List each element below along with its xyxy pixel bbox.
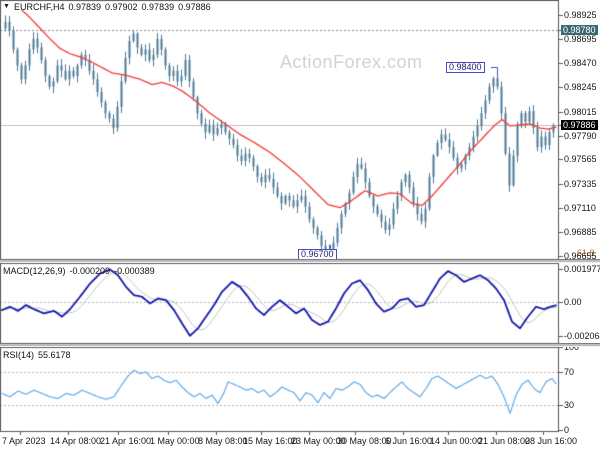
macd-signal-value: -0.000389 [114,266,155,276]
price-tick-label: 0.96885 [564,226,597,237]
price-tick-label: 0.97110 [564,202,596,213]
time-tick-label: 21 Apr 16:00 [100,436,152,446]
price-tick-label: 0.98925 [564,10,597,20]
price-tick-label: 0.98780 [561,25,598,36]
time-tick-label: 6 Jun 16:00 [385,436,433,446]
rsi-tick-label: 70 [564,366,575,377]
symbol-dropdown-icon[interactable]: ▼ [3,3,10,10]
macd-tick-label: 0.00 [564,296,582,307]
macd-indicator-label: MACD(12,26,9) -0.000209 -0.000389 [3,266,159,276]
rsi-tick-label: 100 [564,342,580,352]
rsi-value: 55.6178 [38,350,71,360]
time-tick-label: 8 May 08:00 [198,436,248,446]
macd-tick-label: -0.002064 [564,331,600,341]
panel-separator-macd[interactable] [0,259,600,263]
price-tick-label: 0.97335 [564,178,597,189]
time-tick-label: 7 Apr 2023 [2,436,46,446]
time-tick-label: 14 Jun 00:00 [430,436,483,446]
macd-name: MACD(12,26,9) [3,266,66,276]
ohlc-open: 0.97839 [68,2,101,12]
price-tick-label: 0.97790 [564,130,597,141]
time-tick-label: 30 May 08:00 [337,436,392,446]
watermark: ActionForex.com [280,52,423,72]
rsi-indicator-label: RSI(14) 55.6178 [3,350,75,360]
symbol-label: EURCHF,H4 [13,2,65,12]
panel-separator-rsi[interactable] [0,343,600,347]
ohlc-low: 0.97839 [141,2,175,12]
rsi-tick-label: 0 [564,425,570,435]
chart-title: ▼ EURCHF,H4 0.97839 0.97902 0.97839 0.97… [3,2,211,12]
fib-level-label: 61.8 [577,248,595,258]
rsi-name: RSI(14) [3,350,35,360]
price-tick-label: 0.98470 [564,58,597,69]
time-tick-label: 1 May 00:00 [150,436,200,446]
price-tick-label: 0.98245 [564,82,597,93]
macd-value: -0.000209 [69,266,111,276]
time-tick-label: 15 May 16:00 [243,436,298,446]
price-tick-label: 0.98695 [564,34,597,45]
time-tick-label: 21 Jun 08:00 [478,436,531,446]
time-tick-label: 14 Apr 08:00 [50,436,102,446]
price-tick-label: 0.97565 [564,154,597,165]
price-tick-label: 0.97886 [561,120,598,131]
time-tick-label: 23 May 00:00 [291,436,346,446]
macd-tick-label: 0.001977 [564,264,600,274]
ohlc-close: 0.97886 [178,2,211,12]
price-tick-label: 0.96655 [564,251,597,261]
time-tick-label: 28 Jun 16:00 [525,436,578,446]
ohlc-high: 0.97902 [105,2,138,12]
resistance-level-box[interactable]: 0.98400 [446,62,485,73]
rsi-tick-label: 30 [564,400,575,411]
price-tick-label: 0.98015 [564,106,597,117]
